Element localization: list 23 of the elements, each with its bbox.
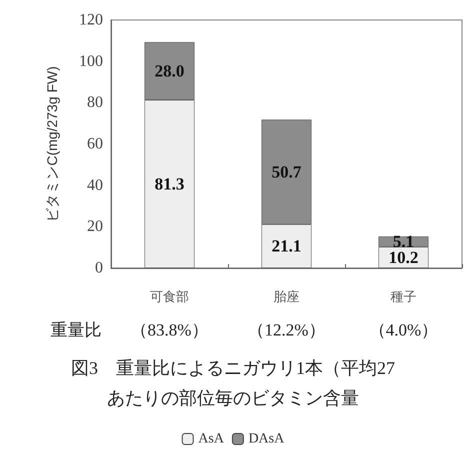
y-tick-label: 100 bbox=[79, 52, 103, 70]
data-label: 28.0 bbox=[154, 62, 184, 81]
x-tick-label: 可食部 bbox=[150, 289, 189, 304]
text: （4.0%） bbox=[368, 320, 438, 340]
y-tick-label: 40 bbox=[87, 176, 103, 194]
y-axis-title: ビタミンC(mg/273g FW) bbox=[44, 66, 60, 222]
text: （12.2%） bbox=[248, 320, 326, 340]
text: あたりの部位毎のビタミン含量 bbox=[107, 388, 359, 408]
legend-label: DAsA bbox=[248, 432, 286, 446]
text: 重量比 bbox=[50, 320, 102, 340]
data-label: 50.7 bbox=[272, 162, 302, 182]
y-tick-label: 0 bbox=[95, 260, 103, 276]
text: （83.8%） bbox=[130, 320, 208, 340]
x-tick-label: 胎座 bbox=[274, 289, 300, 304]
text: 図3 重量比によるニガウリ1本（平均27 bbox=[71, 358, 395, 378]
data-label: 21.1 bbox=[272, 236, 302, 256]
y-tick-label: 60 bbox=[87, 136, 103, 152]
y-tick-label: 20 bbox=[87, 218, 103, 236]
y-tick-label: 120 bbox=[79, 12, 103, 28]
data-label: 81.3 bbox=[154, 174, 184, 194]
x-tick-label: 種子 bbox=[390, 289, 416, 304]
y-tick-label: 80 bbox=[87, 94, 103, 112]
legend-label: AsA bbox=[198, 432, 225, 446]
